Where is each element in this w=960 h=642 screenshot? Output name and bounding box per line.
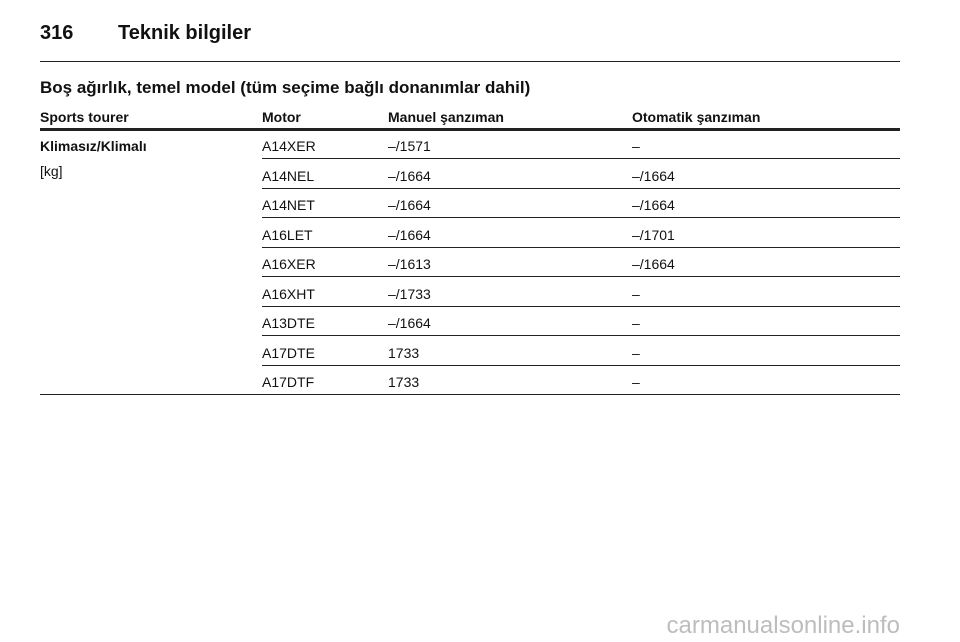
cell: A17DTF — [262, 374, 315, 390]
cell: A13DTE — [262, 315, 315, 331]
cell: –/1571 — [388, 138, 431, 154]
column-header: Sports tourer — [40, 109, 129, 125]
cell: – — [632, 344, 640, 361]
header-rule — [40, 61, 900, 62]
row-rule — [262, 187, 900, 189]
column-header: Otomatik şanzıman — [632, 109, 761, 125]
cell: – — [632, 315, 640, 331]
cell: –/1664 — [388, 197, 431, 213]
cell: –/1664 — [632, 167, 675, 184]
cell: –/1701 — [632, 226, 675, 243]
row-rule — [262, 276, 900, 277]
table-header-rule — [40, 128, 900, 131]
page-number: 316 — [40, 22, 74, 44]
row-label: Klimasız/Klimalı — [40, 138, 147, 154]
column-header: Manuel şanzıman — [388, 109, 504, 125]
cell: A14XER — [262, 138, 316, 154]
section-title: Boş ağırlık, temel model (tüm seçime bağ… — [40, 78, 531, 97]
row-rule — [262, 217, 900, 218]
cell: –/1664 — [632, 197, 675, 213]
cell: A16XER — [262, 256, 316, 272]
cell: 1733 — [388, 344, 420, 361]
cell: –/1733 — [388, 285, 431, 302]
cell: A16LET — [262, 226, 313, 243]
cell: –/1664 — [388, 226, 431, 243]
cell: –/1664 — [388, 167, 431, 184]
row-rule — [262, 335, 900, 336]
cell: 1733 — [388, 374, 420, 390]
row-rule — [262, 364, 900, 366]
cell: A14NET — [262, 197, 315, 213]
cell: A17DTE — [262, 344, 315, 361]
cell: A16XHT — [262, 285, 315, 302]
unit: [kg] — [40, 163, 63, 179]
cell: – — [632, 374, 640, 390]
row-rule — [262, 158, 900, 159]
row-rule — [40, 394, 900, 395]
column-header: Motor — [262, 109, 301, 125]
row-rule — [262, 246, 900, 248]
row-rule — [262, 305, 900, 307]
cell: –/1613 — [388, 256, 431, 272]
cell: –/1664 — [388, 315, 431, 331]
page-title: Teknik bilgiler — [118, 22, 251, 44]
watermark: carmanualsonline.info — [666, 612, 900, 639]
cell: A14NEL — [262, 167, 315, 184]
cell: – — [632, 285, 640, 302]
cell: – — [632, 138, 640, 154]
cell: –/1664 — [632, 256, 675, 272]
